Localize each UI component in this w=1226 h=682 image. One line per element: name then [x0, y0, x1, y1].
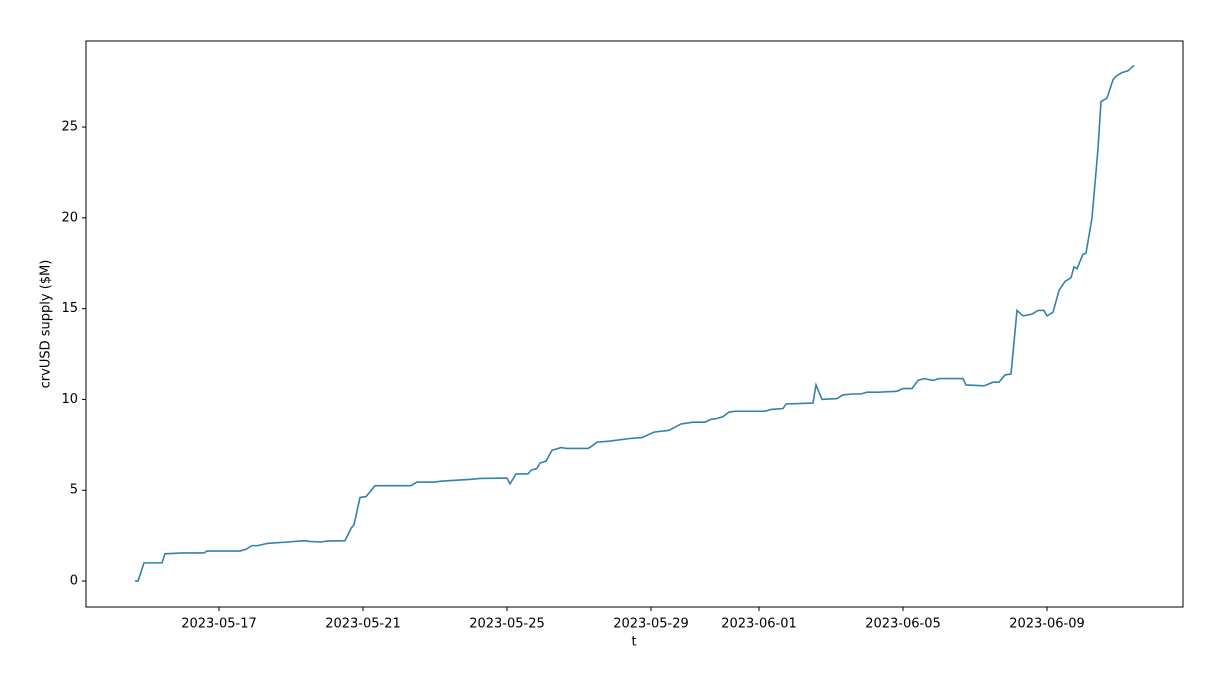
y-tick-label: 10 [61, 392, 78, 407]
x-tick-label: 2023-05-25 [469, 617, 545, 632]
line-series [135, 64, 1135, 582]
x-tick-label: 2023-06-05 [865, 617, 941, 632]
x-tick-label: 2023-05-21 [325, 617, 401, 632]
x-tick-label: 2023-06-09 [1009, 617, 1085, 632]
y-tick-label: 20 [61, 210, 78, 225]
y-tick-label: 5 [70, 483, 78, 498]
x-tick-label: 2023-05-29 [613, 617, 689, 632]
y-tick-label: 25 [61, 120, 78, 135]
x-axis-label: t [631, 635, 636, 650]
x-tick-label: 2023-06-01 [721, 617, 797, 632]
y-tick-label: 0 [70, 574, 78, 589]
y-axis-label: crvUSD supply ($M) [39, 260, 54, 389]
plot-frame [85, 40, 1184, 608]
x-tick-label: 2023-05-17 [181, 617, 257, 632]
y-tick-label: 15 [61, 301, 78, 316]
